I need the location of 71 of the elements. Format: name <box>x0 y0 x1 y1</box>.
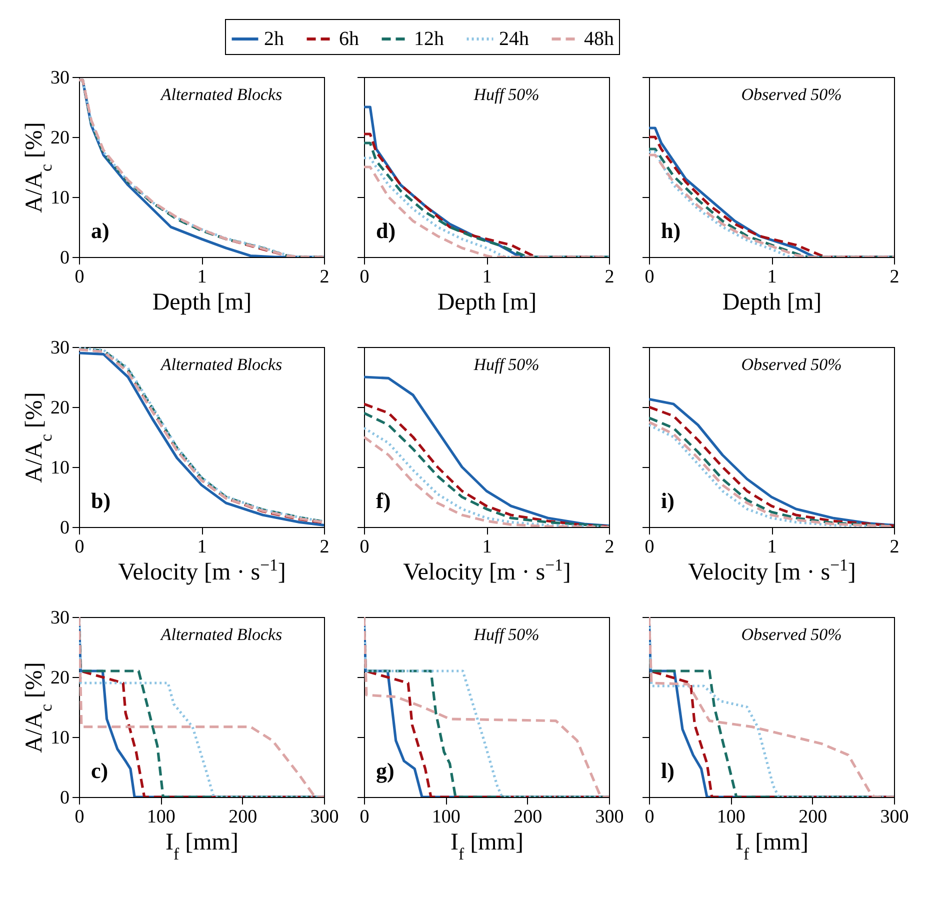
x-axis-title: Velocity [m · s$^{−1}$] <box>688 555 856 586</box>
chart-title: Alternated Blocks <box>160 355 283 374</box>
annotation: d) <box>376 218 396 243</box>
y-tick-label: 0 <box>60 518 70 538</box>
x-axis-title: I$_{f}$ [mm] <box>450 830 524 863</box>
annotation: c) <box>91 758 108 783</box>
annotation: i) <box>661 488 674 513</box>
x-tick-label: 0 <box>644 536 654 558</box>
legend-label: 24h <box>499 28 529 50</box>
annotation: b) <box>91 488 111 513</box>
chart-title: Huff 50% <box>472 85 540 104</box>
y-tick-label: 0 <box>60 248 70 268</box>
x-axis-title: Velocity [m · s$^{−1}$] <box>403 555 571 586</box>
x-tick-label: 300 <box>595 806 624 828</box>
y-tick-label: 0 <box>60 788 70 808</box>
x-tick-label: 1 <box>197 266 207 288</box>
chart-title: Alternated Blocks <box>160 625 283 644</box>
x-tick-label: 1 <box>767 266 777 288</box>
chart-title: Observed 50% <box>741 355 842 374</box>
x-tick-label: 300 <box>880 806 909 828</box>
chart-title: Alternated Blocks <box>160 85 283 104</box>
annotation: a) <box>91 218 110 243</box>
legend-label: 6h <box>339 28 359 50</box>
x-axis-title: Velocity [m · s$^{−1}$] <box>118 555 286 586</box>
x-tick-label: 2 <box>320 536 330 558</box>
x-axis-title: I$_{f}$ [mm] <box>166 830 238 863</box>
x-tick-label: 2 <box>604 536 614 558</box>
x-axis-title: Depth [m] <box>152 290 252 316</box>
y-tick-label: 20 <box>50 398 70 418</box>
x-tick-label: 2 <box>320 266 330 288</box>
x-tick-label: 300 <box>310 806 339 828</box>
x-tick-label: 0 <box>644 806 654 828</box>
x-tick-label: 2 <box>604 266 614 288</box>
x-tick-label: 0 <box>74 536 84 558</box>
chart-title: Huff 50% <box>472 355 540 374</box>
y-tick-label: 30 <box>50 338 70 358</box>
x-tick-label: 200 <box>228 806 258 828</box>
x-tick-label: 0 <box>644 266 654 288</box>
x-tick-label: 1 <box>767 536 777 558</box>
x-tick-label: 1 <box>197 536 207 558</box>
y-tick-label: 20 <box>50 128 70 148</box>
x-tick-label: 2 <box>890 536 900 558</box>
annotation: h) <box>661 218 681 243</box>
chart-title: Observed 50% <box>741 85 842 104</box>
x-tick-label: 200 <box>514 806 542 828</box>
x-tick-label: 2 <box>890 266 900 288</box>
x-tick-label: 0 <box>74 806 84 828</box>
y-tick-label: 30 <box>50 608 70 628</box>
legend-label: 12h <box>414 28 444 50</box>
x-tick-label: 0 <box>360 266 370 288</box>
y-tick-label: 30 <box>50 68 70 88</box>
x-tick-label: 0 <box>360 806 370 828</box>
x-tick-label: 200 <box>798 806 828 828</box>
x-axis-title: Depth [m] <box>437 290 537 316</box>
chart-title: Observed 50% <box>741 625 842 644</box>
x-tick-label: 0 <box>360 536 370 558</box>
chart-title: Huff 50% <box>472 625 540 644</box>
legend-label: 2h <box>264 28 284 50</box>
x-tick-label: 100 <box>146 806 176 828</box>
x-tick-label: 0 <box>74 266 84 288</box>
x-tick-label: 100 <box>716 806 746 828</box>
legend-label: 48h <box>584 28 614 50</box>
x-axis-title: I$_{f}$ [mm] <box>736 830 808 863</box>
x-tick-label: 1 <box>482 266 492 288</box>
annotation: g) <box>376 758 394 783</box>
y-tick-label: 20 <box>50 668 70 688</box>
annotation: f) <box>376 488 391 513</box>
x-axis-title: Depth [m] <box>722 290 822 316</box>
annotation: l) <box>661 758 674 783</box>
x-tick-label: 100 <box>432 806 460 828</box>
x-tick-label: 1 <box>482 536 492 558</box>
